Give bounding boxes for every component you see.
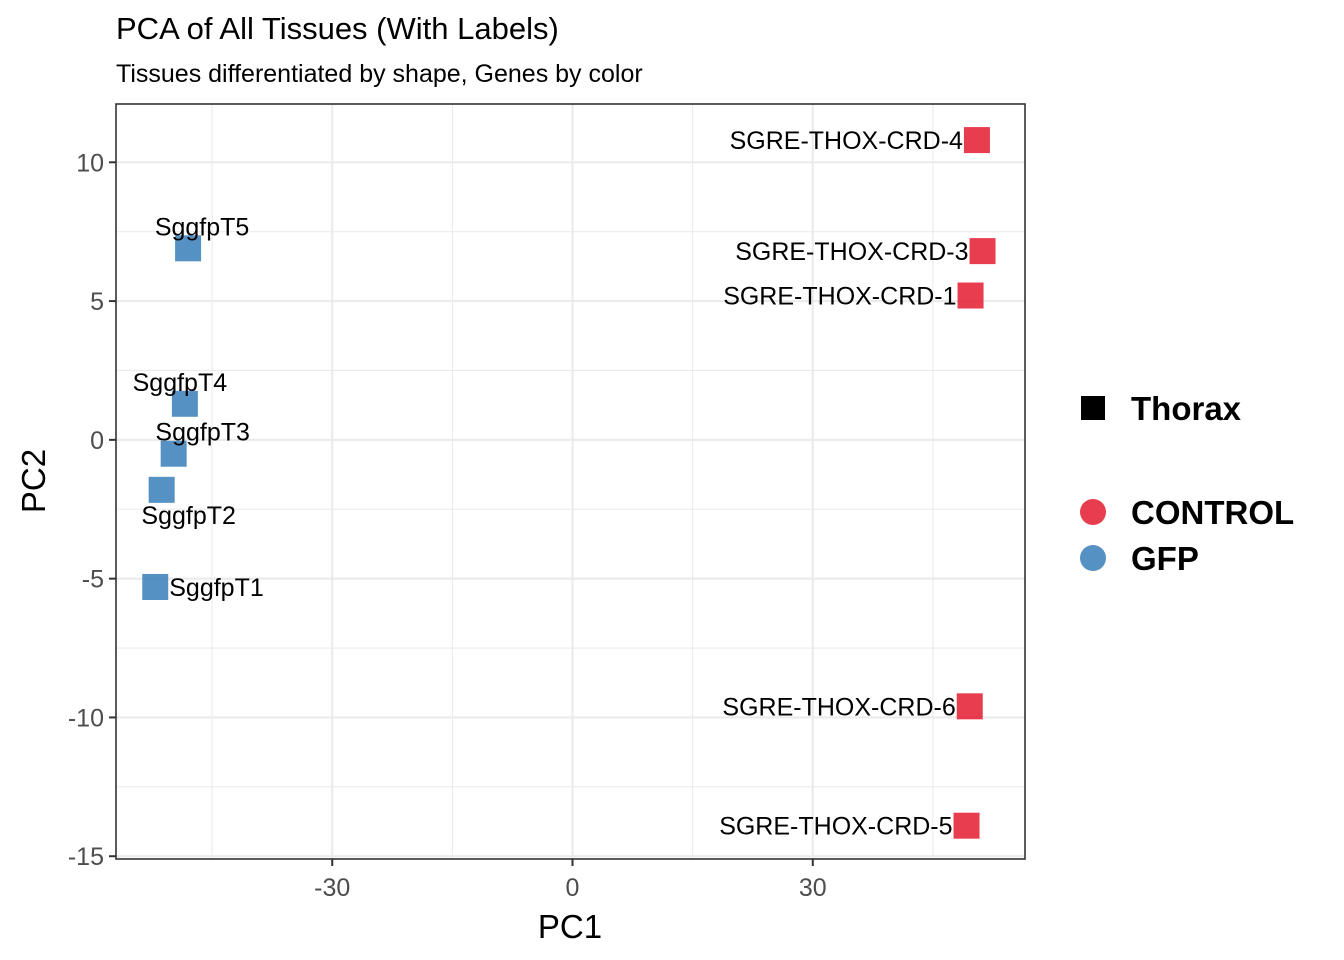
plot-panel-border	[115, 103, 1026, 860]
data-point	[142, 573, 169, 600]
legend-key-square	[1081, 396, 1105, 420]
data-point	[963, 127, 990, 154]
legend-label: CONTROL	[1131, 494, 1294, 531]
legend-label: Thorax	[1131, 390, 1242, 427]
legend-key-circle	[1080, 499, 1106, 525]
legend-label: GFP	[1131, 540, 1199, 577]
y-tick-label: -15	[68, 843, 104, 871]
data-points	[142, 127, 996, 839]
data-point	[175, 235, 202, 262]
point-label: SggfpT4	[133, 369, 228, 397]
point-label: SGRE-THOX-CRD-5	[719, 813, 952, 841]
data-point	[956, 693, 983, 720]
point-label: SGRE-THOX-CRD-6	[722, 693, 955, 721]
data-point	[957, 282, 984, 309]
legend-key-circle	[1080, 545, 1106, 571]
x-tick-label: 30	[799, 874, 827, 902]
point-labels: SGRE-THOX-CRD-4 SGRE-THOX-CRD-3 SGRE-THOX-…	[133, 127, 969, 841]
point-label: SggfpT2	[141, 502, 236, 530]
point-label: SGRE-THOX-CRD-4	[730, 127, 963, 155]
point-label: SggfpT1	[169, 574, 264, 602]
data-point	[148, 476, 175, 503]
grid	[116, 104, 1025, 859]
point-label: SGRE-THOX-CRD-1	[723, 283, 956, 311]
point-label: SggfpT3	[155, 419, 250, 447]
data-point	[969, 238, 996, 265]
point-label: SggfpT5	[155, 213, 250, 241]
axis-ticks: -30 0 30 -15 -10 -5 0 5 10	[68, 149, 827, 902]
y-tick-label: -5	[82, 566, 104, 594]
chart-title: PCA of All Tissues (With Labels)	[116, 11, 559, 46]
y-axis-title: PC2	[15, 449, 52, 513]
data-point	[171, 390, 198, 417]
data-point	[160, 440, 187, 467]
y-tick-label: 5	[90, 288, 104, 316]
x-tick-label: 0	[566, 874, 580, 902]
chart-subtitle: Tissues differentiated by shape, Genes b…	[116, 60, 643, 88]
y-tick-label: -10	[68, 704, 104, 732]
x-axis-title: PC1	[538, 908, 602, 945]
y-tick-label: 10	[76, 149, 104, 177]
x-tick-label: -30	[314, 874, 350, 902]
point-label: SGRE-THOX-CRD-3	[735, 238, 968, 266]
data-point	[953, 812, 980, 839]
y-tick-label: 0	[90, 427, 104, 455]
legend: Thorax CONTROL GFP	[1080, 390, 1294, 577]
